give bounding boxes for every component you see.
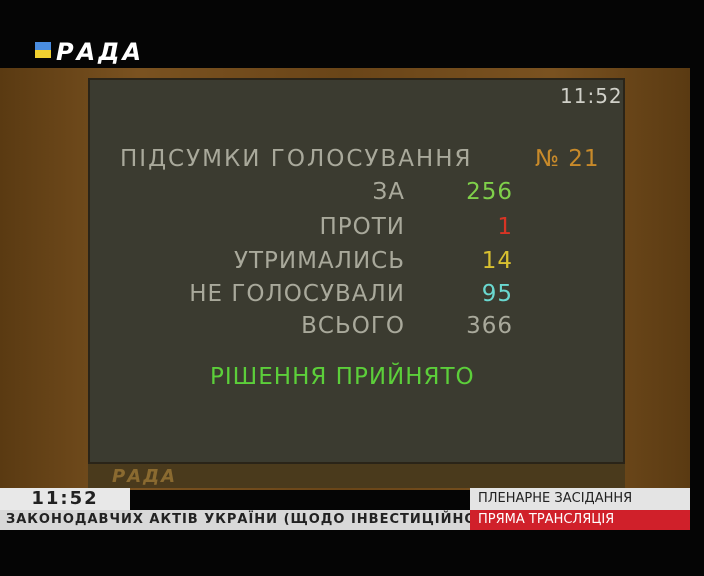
row-label: УТРИМАЛИСЬ [233,248,405,274]
board-strip [88,464,625,488]
row-label: ВСЬОГО [301,313,405,339]
row-value: 1 [497,214,513,240]
row-value: 366 [466,313,513,339]
channel-logo: РАДА [56,38,145,66]
vote-number: № 21 [535,146,600,172]
row-value: 256 [466,179,513,205]
program: ПЛЕНАРНЕ ЗАСІДАННЯ [470,488,690,510]
logo-mark [35,42,51,58]
row-value: 95 [481,281,513,307]
vote-result: РІШЕННЯ ПРИЙНЯТО [210,364,475,390]
board-footer-logo: РАДА [112,466,178,487]
time: 11:52 [0,488,130,510]
row-label: ПРОТИ [319,214,405,240]
voting-board [88,78,625,464]
board-title: ПІДСУМКИ ГОЛОСУВАННЯ [120,146,473,172]
ticker: ЗАКОНОДАВЧИХ АКТІВ УКРАЇНИ (ЩОДО ІНВЕСТИ… [0,510,470,530]
row-label: НЕ ГОЛОСУВАЛИ [189,281,405,307]
row-label: ЗА [372,179,405,205]
board-clock: 11:52 [560,84,623,108]
row-value: 14 [481,248,513,274]
status: ПРЯМА ТРАНСЛЯЦІЯ [470,510,690,530]
